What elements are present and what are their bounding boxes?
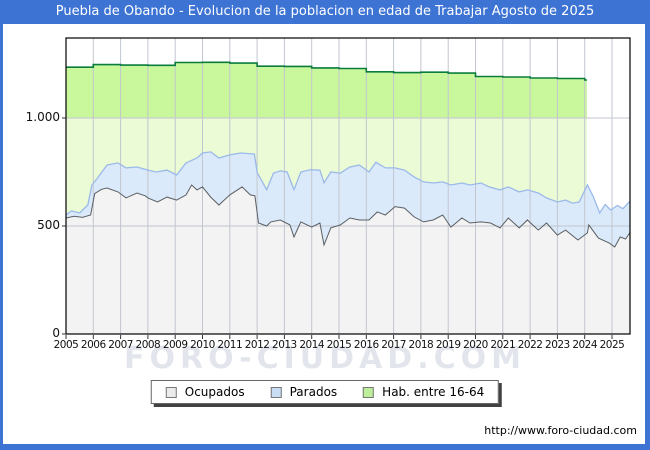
x-axis-label: 2009 bbox=[162, 339, 188, 351]
legend-swatch-hab bbox=[363, 386, 375, 398]
legend-swatch-ocupados bbox=[165, 386, 177, 398]
x-axis-label: 2021 bbox=[490, 339, 516, 351]
legend-label-hab: Hab. entre 16-64 bbox=[382, 385, 485, 399]
chart-title: Puebla de Obando - Evolucion de la pobla… bbox=[55, 4, 595, 19]
legend-swatch-parados bbox=[270, 386, 282, 398]
title-bar: Puebla de Obando - Evolucion de la pobla… bbox=[0, 0, 650, 24]
y-axis-label: 0 bbox=[52, 326, 60, 340]
x-axis-label: 2020 bbox=[463, 339, 488, 351]
legend-item-parados: Parados bbox=[270, 385, 338, 399]
x-axis-label: 2015 bbox=[326, 339, 352, 351]
x-axis-label: 2007 bbox=[108, 339, 133, 351]
legend-item-ocupados: Ocupados bbox=[165, 385, 245, 399]
legend: Ocupados Parados Hab. entre 16-64 bbox=[150, 380, 500, 404]
x-axis-label: 2016 bbox=[353, 339, 379, 351]
x-axis-label: 2023 bbox=[545, 339, 570, 351]
x-axis-label: 2006 bbox=[80, 339, 106, 351]
x-axis-label: 2019 bbox=[435, 339, 461, 351]
x-axis-label: 2012 bbox=[244, 339, 270, 351]
legend-label-parados: Parados bbox=[289, 385, 338, 399]
footer-url: http://www.foro-ciudad.com bbox=[484, 424, 637, 437]
y-axis-label: 500 bbox=[37, 218, 60, 232]
x-axis-label: 2008 bbox=[135, 339, 161, 351]
x-axis-label: 2017 bbox=[381, 339, 406, 351]
x-axis-label: 2005 bbox=[53, 339, 79, 351]
x-axis-label: 2011 bbox=[217, 339, 243, 351]
x-axis-label: 2022 bbox=[517, 339, 543, 351]
y-axis-label: 1.000 bbox=[25, 110, 60, 124]
legend-item-hab: Hab. entre 16-64 bbox=[363, 385, 484, 399]
x-axis-label: 2013 bbox=[272, 339, 297, 351]
watermark-text: FORO-CIUDAD.COM bbox=[124, 341, 526, 376]
legend-label-ocupados: Ocupados bbox=[184, 385, 245, 399]
x-axis-label: 2018 bbox=[408, 339, 434, 351]
x-axis-label: 2010 bbox=[190, 339, 215, 351]
x-axis-label: 2014 bbox=[299, 339, 325, 351]
x-axis-label: 2025 bbox=[599, 339, 625, 351]
x-axis-label: 2024 bbox=[572, 339, 598, 351]
